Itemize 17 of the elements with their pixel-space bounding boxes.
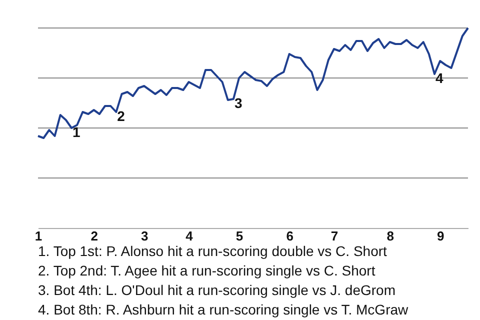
text: 2. Top 2nd: T. Agee hit a run-scoring single vs C. Short (38, 262, 376, 278)
x-tick-label: 1 (34, 228, 42, 244)
annotation: 2 (117, 108, 126, 124)
text: 1. Top 1st: P. Alonso hit a run-scoring double vs C. Short (38, 243, 388, 259)
x-tick-label: 5 (236, 228, 244, 244)
x-tick-label: 6 (286, 228, 294, 244)
x-tick-label: 8 (386, 228, 394, 244)
x-tick-label: 4 (186, 228, 194, 244)
x-tick-label: 7 (330, 228, 338, 244)
text: 3. Bot 4th: L. O'Doul hit a run-scoring single vs J. deGrom (38, 282, 396, 298)
x-tick-label: 2 (90, 228, 98, 244)
x-tick-label: 9 (436, 228, 444, 244)
x-tick-label: 3 (140, 228, 148, 244)
annotation: 4 (435, 70, 444, 86)
annotation: 3 (234, 95, 242, 111)
text: 4. Bot 8th: R. Ashburn hit a run-scoring single vs T. McGraw (38, 302, 410, 318)
annotation: 1 (72, 124, 81, 140)
